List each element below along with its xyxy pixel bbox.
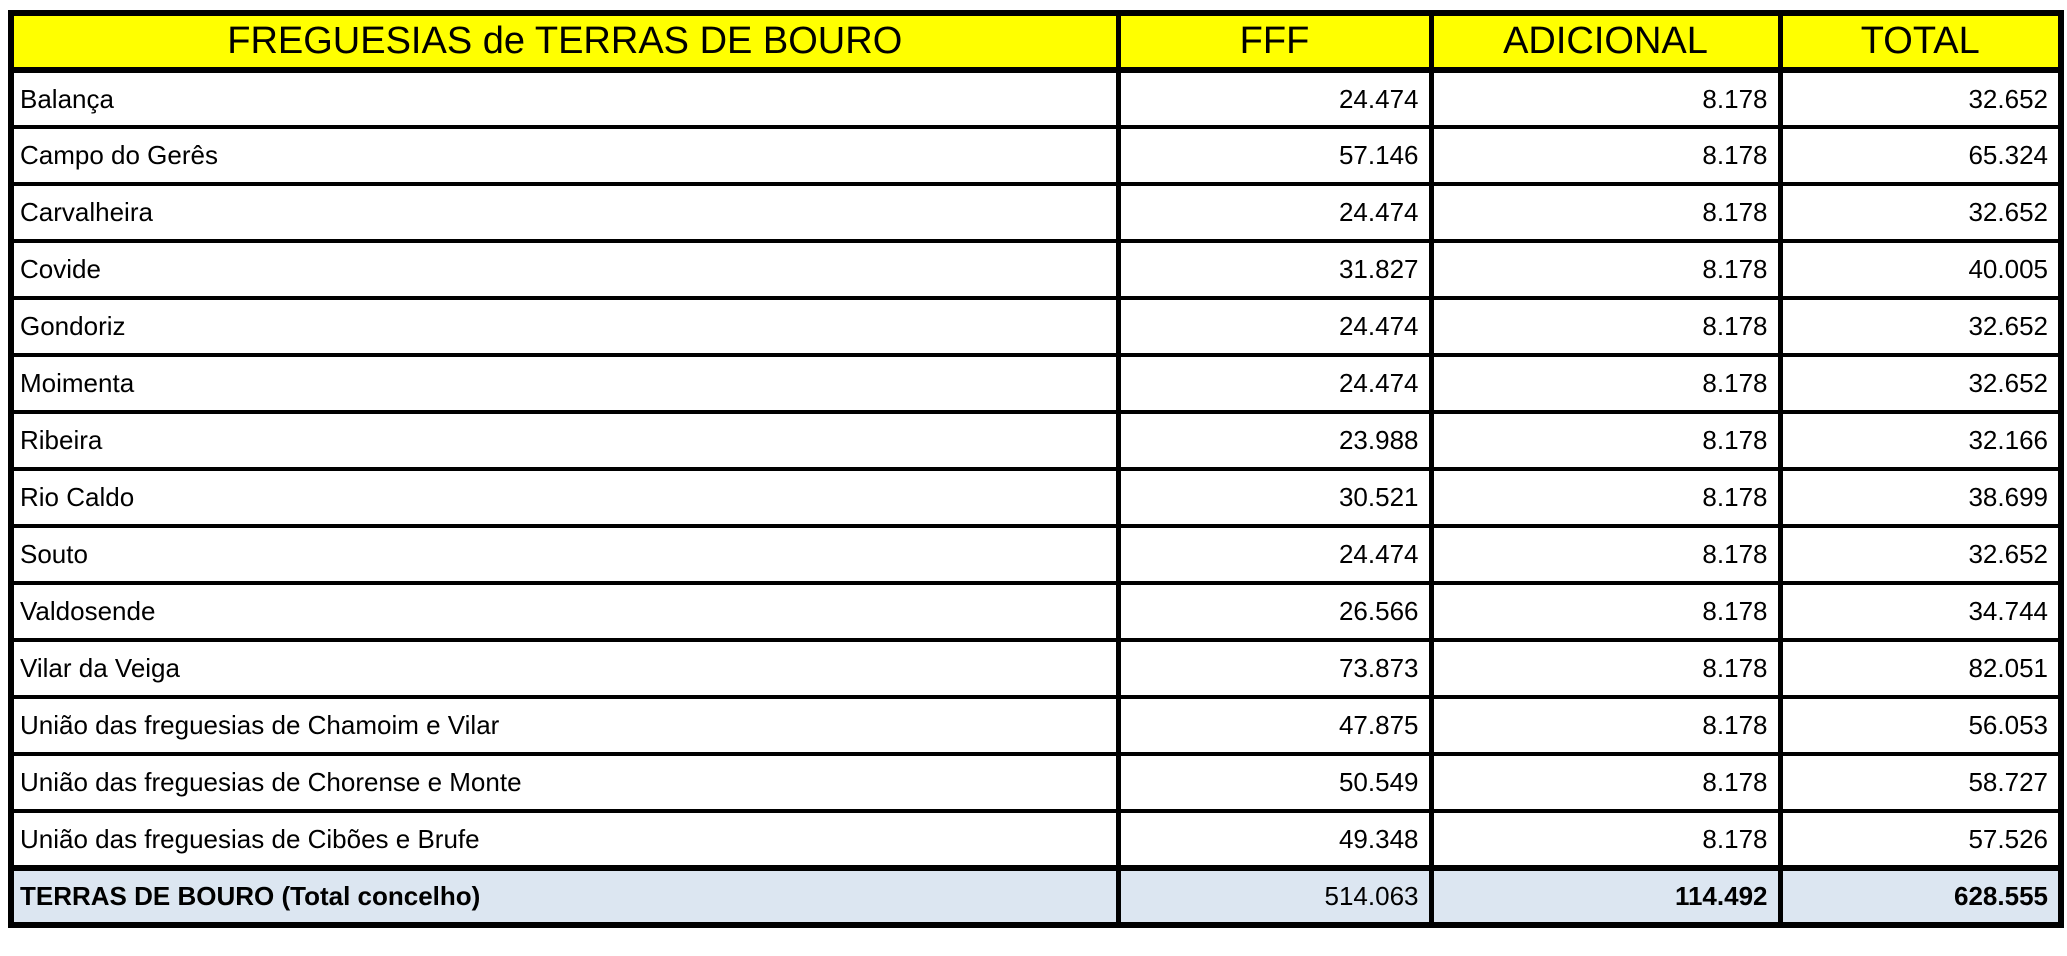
adicional-value-cell: 8.178: [1428, 182, 1783, 243]
fff-value-cell: 49.348: [1115, 809, 1434, 870]
total-value-cell: 82.051: [1777, 638, 2064, 699]
adicional-value-cell: 8.178: [1428, 752, 1783, 813]
header-row: FREGUESIAS de TERRAS DE BOURO FFF ADICIO…: [8, 10, 2064, 73]
adicional-value-cell: 8.178: [1428, 467, 1783, 528]
table-row: Valdosende 26.566 8.178 34.744: [8, 581, 2064, 642]
fff-value-cell: 50.549: [1115, 752, 1434, 813]
adicional-value-cell: 8.178: [1428, 68, 1783, 129]
table-row: Souto 24.474 8.178 32.652: [8, 524, 2064, 585]
column-header-freguesias: FREGUESIAS de TERRAS DE BOURO: [8, 10, 1121, 73]
total-value-cell: 40.005: [1777, 239, 2064, 300]
adicional-value-cell: 8.178: [1428, 296, 1783, 357]
total-value-cell: 32.166: [1777, 410, 2064, 471]
total-row: TERRAS DE BOURO (Total concelho) 514.063…: [8, 865, 2064, 928]
fff-value-cell: 24.474: [1115, 353, 1434, 414]
adicional-value-cell: 8.178: [1428, 581, 1783, 642]
fff-value-cell: 24.474: [1115, 524, 1434, 585]
total-value-cell: 32.652: [1777, 68, 2064, 129]
total-value-cell: 34.744: [1777, 581, 2064, 642]
total-value-cell: 58.727: [1777, 752, 2064, 813]
adicional-value-cell: 8.178: [1428, 524, 1783, 585]
spreadsheet-table-region: FREGUESIAS de TERRAS DE BOURO FFF ADICIO…: [8, 10, 2064, 928]
freguesia-name-cell: Vilar da Veiga: [8, 638, 1121, 699]
fff-value-cell: 30.521: [1115, 467, 1434, 528]
freguesia-name-cell: União das freguesias de Cibões e Brufe: [8, 809, 1121, 870]
adicional-value-cell: 8.178: [1428, 125, 1783, 186]
total-value-cell: 32.652: [1777, 182, 2064, 243]
table-row: Moimenta 24.474 8.178 32.652: [8, 353, 2064, 414]
freguesia-name-cell: Ribeira: [8, 410, 1121, 471]
adicional-value-cell: 8.178: [1428, 809, 1783, 870]
table-row: Covide 31.827 8.178 40.005: [8, 239, 2064, 300]
column-header-adicional: ADICIONAL: [1428, 10, 1783, 73]
table-row: Gondoriz 24.474 8.178 32.652: [8, 296, 2064, 357]
fff-value-cell: 24.474: [1115, 182, 1434, 243]
table-row: Campo do Gerês 57.146 8.178 65.324: [8, 125, 2064, 186]
adicional-value-cell: 8.178: [1428, 239, 1783, 300]
total-fff-cell: 514.063: [1115, 865, 1434, 928]
freguesia-name-cell: Campo do Gerês: [8, 125, 1121, 186]
total-value-cell: 32.652: [1777, 353, 2064, 414]
fff-value-cell: 24.474: [1115, 296, 1434, 357]
freguesia-name-cell: Souto: [8, 524, 1121, 585]
fff-value-cell: 23.988: [1115, 410, 1434, 471]
freguesias-funding-table: FREGUESIAS de TERRAS DE BOURO FFF ADICIO…: [8, 10, 2064, 928]
adicional-value-cell: 8.178: [1428, 695, 1783, 756]
total-value-cell: 56.053: [1777, 695, 2064, 756]
freguesia-name-cell: Rio Caldo: [8, 467, 1121, 528]
table-row: Rio Caldo 30.521 8.178 38.699: [8, 467, 2064, 528]
total-total-cell: 628.555: [1777, 865, 2064, 928]
fff-value-cell: 73.873: [1115, 638, 1434, 699]
adicional-value-cell: 8.178: [1428, 410, 1783, 471]
fff-value-cell: 47.875: [1115, 695, 1434, 756]
freguesia-name-cell: Carvalheira: [8, 182, 1121, 243]
fff-value-cell: 31.827: [1115, 239, 1434, 300]
total-row-label: TERRAS DE BOURO (Total concelho): [8, 865, 1121, 928]
freguesia-name-cell: Moimenta: [8, 353, 1121, 414]
total-value-cell: 38.699: [1777, 467, 2064, 528]
freguesia-name-cell: União das freguesias de Chamoim e Vilar: [8, 695, 1121, 756]
fff-value-cell: 57.146: [1115, 125, 1434, 186]
table-row: União das freguesias de Chorense e Monte…: [8, 752, 2064, 813]
column-header-total: TOTAL: [1777, 10, 2064, 73]
total-adicional-cell: 114.492: [1428, 865, 1783, 928]
table-row: Vilar da Veiga 73.873 8.178 82.051: [8, 638, 2064, 699]
adicional-value-cell: 8.178: [1428, 638, 1783, 699]
freguesia-name-cell: Valdosende: [8, 581, 1121, 642]
column-header-fff: FFF: [1115, 10, 1434, 73]
freguesia-name-cell: Covide: [8, 239, 1121, 300]
total-value-cell: 65.324: [1777, 125, 2064, 186]
fff-value-cell: 24.474: [1115, 68, 1434, 129]
table-row: União das freguesias de Cibões e Brufe 4…: [8, 809, 2064, 870]
total-value-cell: 32.652: [1777, 524, 2064, 585]
fff-value-cell: 26.566: [1115, 581, 1434, 642]
adicional-value-cell: 8.178: [1428, 353, 1783, 414]
table-row: União das freguesias de Chamoim e Vilar …: [8, 695, 2064, 756]
table-row: Balança 24.474 8.178 32.652: [8, 68, 2064, 129]
table-row: Carvalheira 24.474 8.178 32.652: [8, 182, 2064, 243]
total-value-cell: 57.526: [1777, 809, 2064, 870]
table-row: Ribeira 23.988 8.178 32.166: [8, 410, 2064, 471]
freguesia-name-cell: Gondoriz: [8, 296, 1121, 357]
freguesia-name-cell: Balança: [8, 68, 1121, 129]
total-value-cell: 32.652: [1777, 296, 2064, 357]
freguesia-name-cell: União das freguesias de Chorense e Monte: [8, 752, 1121, 813]
